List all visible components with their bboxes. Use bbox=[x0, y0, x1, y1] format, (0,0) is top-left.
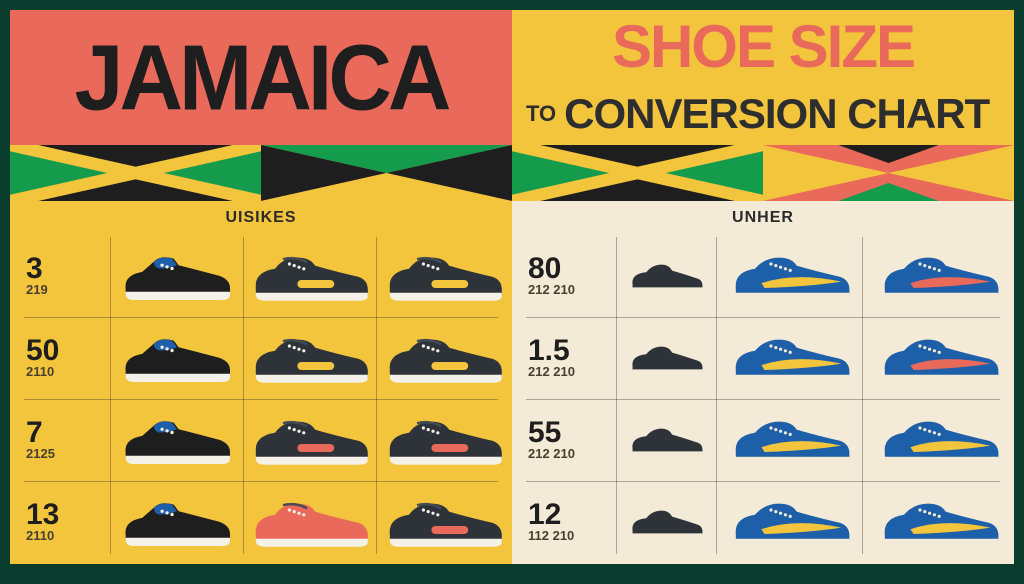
shoe-cell bbox=[616, 502, 716, 542]
flag-1 bbox=[10, 145, 261, 201]
shoe-cell bbox=[378, 329, 512, 387]
shoe-cell bbox=[378, 411, 512, 469]
title-jamaica: JAMAICA bbox=[75, 24, 448, 131]
size-value: 3 bbox=[26, 255, 110, 282]
table-row: 1.5212 210 bbox=[512, 317, 1014, 399]
flag-strip bbox=[10, 145, 1014, 201]
left-panel: UISIKES 3219 502110 72125 132110 bbox=[10, 201, 512, 564]
shoe-cell bbox=[244, 247, 378, 305]
shoe-cell bbox=[378, 247, 512, 305]
header-left: JAMAICA bbox=[10, 10, 512, 145]
right-grid: 80212 210 1.5212 210 55212 210 12112 210 bbox=[512, 235, 1014, 564]
size-value: 7 bbox=[26, 419, 110, 446]
size-value: 13 bbox=[26, 501, 110, 528]
header-right: SHOE SIZE TO CONVERSION CHART bbox=[512, 10, 1014, 145]
shoe-cell bbox=[716, 493, 865, 551]
chart-frame: JAMAICA SHOE SIZE TO CONVERSION CHART UI… bbox=[10, 10, 1014, 564]
shoe-cell bbox=[865, 247, 1014, 305]
size-sub: 219 bbox=[26, 282, 110, 297]
shoe-cell bbox=[716, 411, 865, 469]
shoe-cell bbox=[616, 256, 716, 296]
table-row: 3219 bbox=[10, 235, 512, 317]
shoe-cell bbox=[865, 329, 1014, 387]
shoe-cell bbox=[244, 329, 378, 387]
size-value: 12 bbox=[528, 501, 616, 528]
table-row: 12112 210 bbox=[512, 481, 1014, 563]
size-sub: 2125 bbox=[26, 446, 110, 461]
size-sub: 2110 bbox=[26, 528, 110, 543]
table-row: 132110 bbox=[10, 481, 512, 563]
right-panel: UNHER 80212 210 1.5212 210 55212 210 121… bbox=[512, 201, 1014, 564]
shoe-cell bbox=[244, 411, 378, 469]
size-value: 80 bbox=[528, 255, 616, 282]
shoe-cell bbox=[616, 338, 716, 378]
size-sub: 212 210 bbox=[528, 364, 616, 379]
shoe-cell bbox=[110, 247, 244, 305]
size-cell: 3219 bbox=[10, 255, 110, 297]
left-col-header: UISIKES bbox=[10, 201, 512, 235]
shoe-cell bbox=[244, 493, 378, 551]
chart-body: UISIKES 3219 502110 72125 132110 UNHER 8… bbox=[10, 201, 1014, 564]
size-sub: 112 210 bbox=[528, 528, 616, 543]
flag-2 bbox=[261, 145, 512, 201]
left-grid: 3219 502110 72125 132110 bbox=[10, 235, 512, 564]
shoe-cell bbox=[110, 493, 244, 551]
size-sub: 2110 bbox=[26, 364, 110, 379]
header: JAMAICA SHOE SIZE TO CONVERSION CHART bbox=[10, 10, 1014, 145]
size-sub: 212 210 bbox=[528, 446, 616, 461]
shoe-cell bbox=[865, 411, 1014, 469]
size-value: 55 bbox=[528, 419, 616, 446]
title-conversion: CONVERSION CHART bbox=[564, 90, 989, 138]
header-right-top: SHOE SIZE bbox=[512, 10, 1014, 84]
title-shoe-size: SHOE SIZE bbox=[612, 12, 914, 81]
label-to: TO bbox=[526, 101, 556, 127]
size-cell: 1.5212 210 bbox=[512, 337, 616, 379]
size-cell: 12112 210 bbox=[512, 501, 616, 543]
table-row: 502110 bbox=[10, 317, 512, 399]
table-row: 55212 210 bbox=[512, 399, 1014, 481]
size-cell: 132110 bbox=[10, 501, 110, 543]
shoe-cell bbox=[716, 329, 865, 387]
size-cell: 80212 210 bbox=[512, 255, 616, 297]
shoe-cell bbox=[865, 493, 1014, 551]
flag-3 bbox=[512, 145, 763, 201]
size-value: 1.5 bbox=[528, 337, 616, 364]
size-cell: 72125 bbox=[10, 419, 110, 461]
size-sub: 212 210 bbox=[528, 282, 616, 297]
shoe-cell bbox=[110, 411, 244, 469]
shoe-cell bbox=[716, 247, 865, 305]
table-row: 80212 210 bbox=[512, 235, 1014, 317]
size-cell: 502110 bbox=[10, 337, 110, 379]
header-right-bot: TO CONVERSION CHART bbox=[512, 84, 1014, 145]
shoe-cell bbox=[378, 493, 512, 551]
shoe-cell bbox=[616, 420, 716, 460]
table-row: 72125 bbox=[10, 399, 512, 481]
shoe-cell bbox=[110, 329, 244, 387]
size-value: 50 bbox=[26, 337, 110, 364]
right-col-header: UNHER bbox=[512, 201, 1014, 235]
size-cell: 55212 210 bbox=[512, 419, 616, 461]
flag-4 bbox=[763, 145, 1014, 201]
